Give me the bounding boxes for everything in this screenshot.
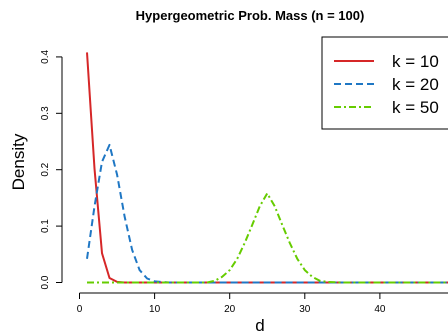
x-tick-label: 0 — [77, 304, 83, 315]
legend-label-1: k = 10 — [392, 52, 439, 71]
legend-box — [321, 36, 448, 130]
legend-label-2: k = 20 — [392, 75, 439, 94]
x-tick-label: 30 — [299, 304, 311, 315]
series-layer — [86, 52, 448, 284]
y-tick-label: 0.3 — [40, 106, 51, 120]
legend-label-3: k = 50 — [392, 98, 439, 117]
y-tick-label: 0.0 — [40, 275, 51, 289]
y-tick-label: 0.2 — [40, 162, 51, 176]
x-axis-label: d — [255, 316, 264, 335]
chart-title: Hypergeometric Prob. Mass (n = 100) — [136, 8, 365, 23]
y-tick-label: 0.1 — [40, 219, 51, 233]
y-axis-label: Density — [9, 133, 28, 190]
axes-layer: 0.00.10.20.30.401020304050 — [40, 50, 448, 315]
y-tick-label: 0.4 — [40, 50, 51, 64]
series-line-3 — [87, 192, 448, 284]
legend: k = 10 k = 20 k = 50 — [321, 36, 448, 130]
x-tick-label: 10 — [149, 304, 161, 315]
series-line-2 — [86, 143, 448, 284]
x-tick-label: 40 — [374, 304, 386, 315]
x-tick-label: 20 — [224, 304, 236, 315]
